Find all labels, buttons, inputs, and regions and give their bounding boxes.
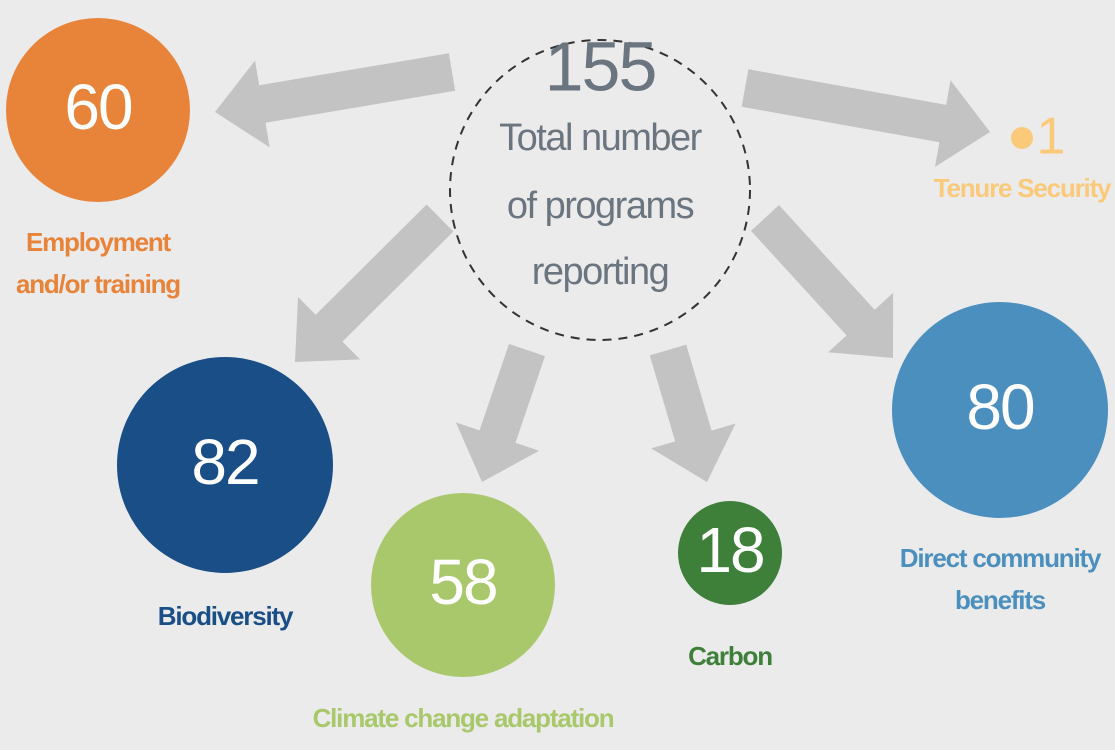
node-label: Carbon <box>688 641 772 671</box>
node-value: 58 <box>429 546 496 618</box>
node-label: Tenure Security <box>934 173 1112 203</box>
node-value: 18 <box>696 514 763 586</box>
arrow <box>294 204 454 362</box>
arrow <box>215 53 456 148</box>
node-label: Direct community <box>900 543 1102 573</box>
arrows <box>215 53 990 483</box>
dot <box>1011 127 1033 149</box>
node-value: 82 <box>191 426 258 498</box>
center-value: 155 <box>545 27 656 105</box>
node-label: Climate change adaptation <box>313 703 614 733</box>
node-circle <box>117 357 333 573</box>
arrow <box>750 205 894 358</box>
center-label: of programs <box>507 185 694 227</box>
node-value: 1 <box>1037 108 1064 166</box>
node-label: and/or training <box>16 269 180 299</box>
center-circle <box>449 39 751 341</box>
node-label: Biodiversity <box>158 601 294 631</box>
center-label: Total number <box>499 117 703 159</box>
arrow <box>455 343 545 483</box>
node-circle <box>371 493 555 677</box>
arrow <box>649 344 736 483</box>
node-value: 80 <box>966 371 1034 443</box>
center-label: reporting <box>532 251 668 293</box>
node-circle <box>892 302 1108 518</box>
arrow <box>741 69 990 167</box>
node-value: 60 <box>64 71 132 143</box>
node-label: Employment <box>26 227 172 257</box>
node-circle <box>678 501 782 605</box>
node-circle <box>6 18 190 202</box>
node-label: benefits <box>955 585 1046 615</box>
